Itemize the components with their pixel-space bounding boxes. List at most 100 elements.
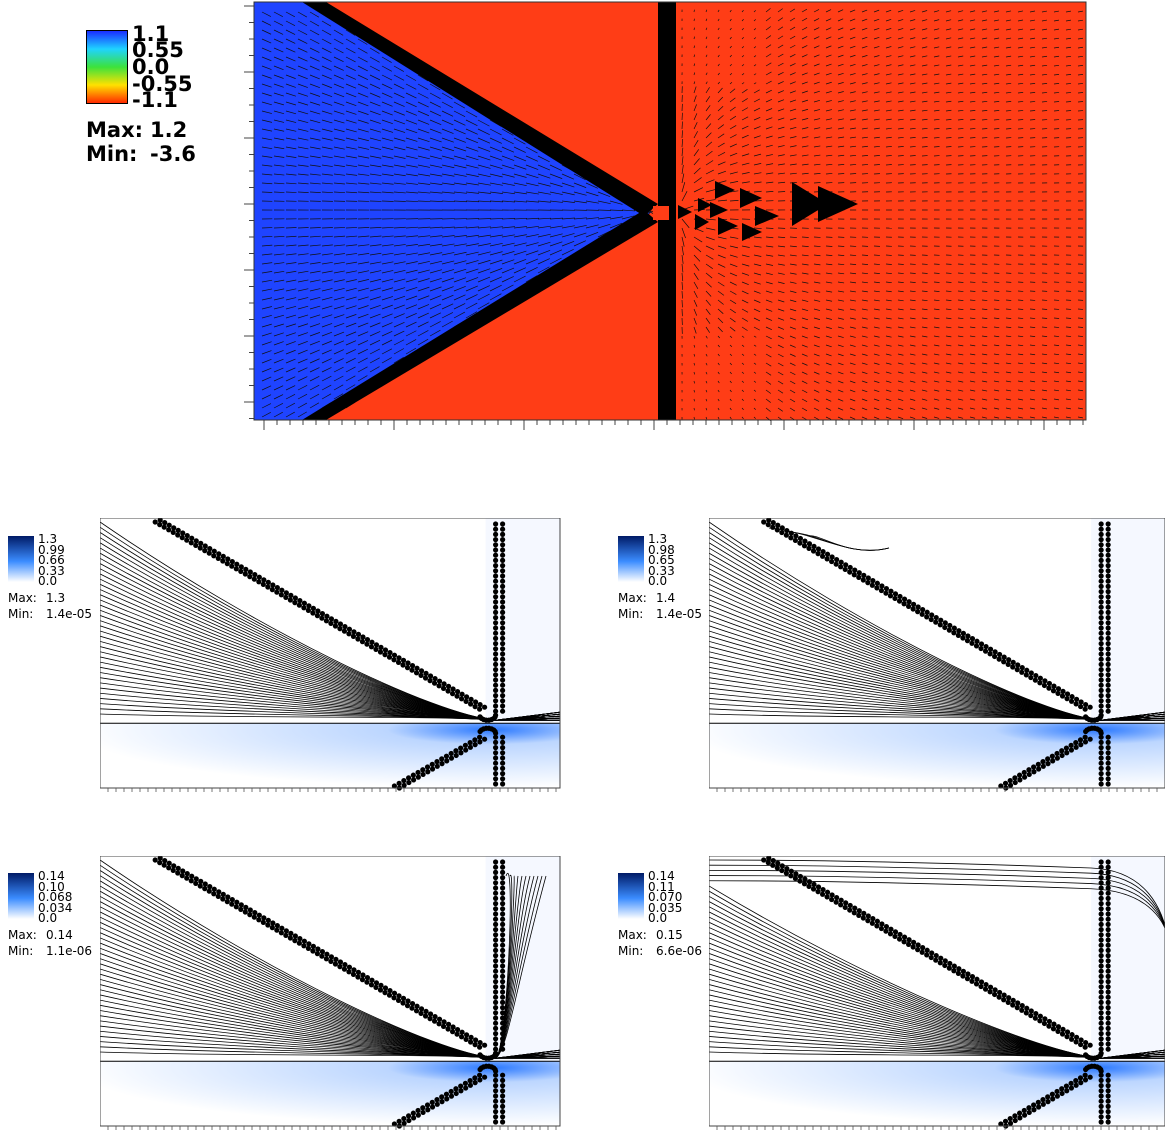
wall-particle [493, 755, 498, 760]
wall-particle [978, 984, 983, 989]
wall-particle [463, 1081, 468, 1086]
wall-particle [396, 998, 401, 1003]
wall-particle [176, 866, 181, 871]
wall-particle [493, 896, 498, 901]
wall-particle [500, 1114, 505, 1119]
max-label: Max: [86, 120, 143, 141]
wall-particle [988, 647, 993, 652]
wall-particle [441, 686, 446, 691]
wall-particle [1019, 1008, 1024, 1013]
wall-particle [493, 953, 498, 958]
wall-particle [1074, 745, 1079, 750]
jet-region [100, 723, 560, 788]
wall-particle [1006, 1000, 1011, 1005]
wall-particle [455, 1027, 460, 1032]
wall-particle [428, 673, 433, 678]
wall-particle [1050, 1096, 1055, 1101]
wall-particle [406, 780, 411, 785]
wall-particle [493, 605, 498, 610]
top-velocity-field-plot [240, 0, 1090, 432]
wall-particle [500, 750, 505, 755]
wall-particle [455, 689, 460, 694]
wall-particle [974, 977, 979, 982]
wall-particle [1106, 1021, 1111, 1026]
wall-particle [493, 615, 498, 620]
velocity-arrow [694, 399, 695, 401]
wall-particle [1106, 657, 1111, 662]
wall-particle [1051, 688, 1056, 693]
wall-particle [1106, 979, 1111, 984]
wall-particle [1106, 1005, 1111, 1010]
wall-particle [500, 1000, 505, 1005]
wall-particle [843, 905, 848, 910]
wall-particle [301, 605, 306, 610]
wall-particle [493, 651, 498, 656]
wall-particle [974, 643, 979, 648]
wall-particle [320, 949, 325, 954]
wall-particle [1099, 688, 1104, 693]
wall-particle [1106, 911, 1111, 916]
wall-particle [351, 629, 356, 634]
wall-particle [500, 937, 505, 942]
wall-particle [1106, 1083, 1111, 1088]
wall-particle [430, 762, 435, 767]
wall-particle [444, 758, 449, 763]
wall-particle [1017, 1115, 1022, 1120]
wall-particle [500, 995, 505, 1000]
wall-particle [1099, 917, 1104, 922]
wall-particle [279, 930, 284, 935]
wall-particle [221, 554, 226, 559]
wall-particle [162, 863, 167, 868]
wall-particle [1078, 704, 1083, 709]
wall-particle [410, 1001, 415, 1006]
wall-particle [459, 692, 464, 697]
wall-particle [775, 523, 780, 528]
wall-particle [902, 934, 907, 939]
wall-particle [1106, 599, 1111, 604]
wall-particle [261, 920, 266, 925]
wall-particle [1099, 958, 1104, 963]
wall-particle [225, 894, 230, 899]
wall-particle [1099, 875, 1104, 880]
wall-particle [410, 663, 415, 668]
wall-particle [477, 702, 482, 707]
wall-particle [906, 937, 911, 942]
wall-particle [1099, 1083, 1104, 1088]
wall-particle [1008, 1121, 1013, 1126]
wall-particle [441, 681, 446, 686]
wall-particle [397, 1119, 402, 1124]
velocity-arrow [1030, 309, 1035, 310]
wall-particle [346, 631, 351, 636]
wall-particle [365, 637, 370, 642]
wall-particle [1099, 989, 1104, 994]
wall-particle [500, 605, 505, 610]
wall-particle [1099, 703, 1104, 708]
wall-particle [434, 759, 439, 764]
wall-particle [157, 860, 162, 865]
wall-particle [802, 538, 807, 543]
wall-particle [1106, 563, 1111, 568]
wall-particle [477, 1052, 482, 1057]
wall-particle [369, 978, 374, 983]
wall-particle [1008, 783, 1013, 788]
wall-particle [360, 972, 365, 977]
wall-particle [1106, 1093, 1111, 1098]
wall-particle [1106, 558, 1111, 563]
wall-particle [1106, 527, 1111, 532]
wall-particle [956, 966, 961, 971]
wall-particle [956, 633, 961, 638]
jet-region [709, 723, 1165, 788]
wall-particle [1099, 1114, 1104, 1119]
wall-particle [952, 964, 957, 969]
wall-particle [292, 600, 297, 605]
wall-particle [355, 974, 360, 979]
wall-particle [811, 882, 816, 887]
wall-particle [493, 750, 498, 755]
wall-particle [1026, 767, 1031, 772]
wall-particle [983, 982, 988, 987]
wall-particle [311, 944, 316, 949]
wall-particle [829, 897, 834, 902]
wall-particle [423, 1013, 428, 1018]
wall-particle [1106, 636, 1111, 641]
wall-particle [500, 776, 505, 781]
